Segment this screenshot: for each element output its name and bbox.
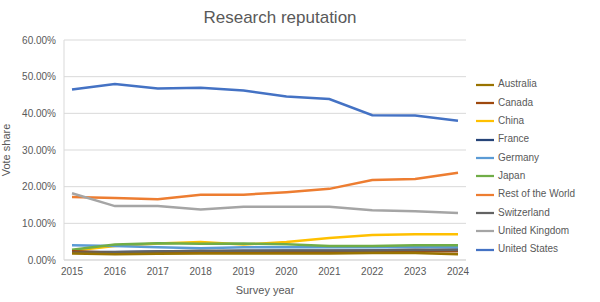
html-text:Canada: Canada (498, 96, 533, 108)
svg-text:60.00%: 60.00% (22, 35, 56, 46)
svg-text:2019: 2019 (232, 266, 255, 277)
svg-text:2018: 2018 (190, 266, 213, 277)
html-text:Switzerland: Switzerland (498, 206, 550, 218)
svg-text:Vote share: Vote share (8, 124, 12, 177)
html-text:Germany: Germany (498, 151, 540, 163)
html-text:United Kingdom: United Kingdom (498, 225, 570, 237)
svg-text:2023: 2023 (404, 266, 427, 277)
svg-text:Survey year: Survey year (236, 284, 295, 296)
svg-text:2016: 2016 (104, 266, 127, 277)
svg-text:10.00%: 10.00% (22, 218, 56, 229)
svg-text:20.00%: 20.00% (22, 181, 56, 192)
svg-text:50.00%: 50.00% (22, 71, 56, 82)
html-text:United States: United States (498, 243, 558, 255)
html-text:China: China (498, 114, 525, 126)
svg-text:30.00%: 30.00% (22, 145, 56, 156)
html-text:Research reputation: Research reputation (203, 8, 357, 27)
html-text:France: France (498, 133, 530, 145)
svg-text:2021: 2021 (318, 266, 341, 277)
html-text:Australia: Australia (498, 78, 537, 90)
svg-text:2020: 2020 (275, 266, 298, 277)
svg-text:2015: 2015 (61, 266, 84, 277)
svg-text:2024: 2024 (447, 266, 470, 277)
svg-text:0.00%: 0.00% (28, 255, 56, 266)
svg-text:2017: 2017 (147, 266, 170, 277)
svg-text:40.00%: 40.00% (22, 108, 56, 119)
html-text:Rest of the World: Rest of the World (498, 188, 576, 200)
html-text:Japan: Japan (498, 170, 526, 181)
svg-text:2022: 2022 (361, 266, 384, 277)
